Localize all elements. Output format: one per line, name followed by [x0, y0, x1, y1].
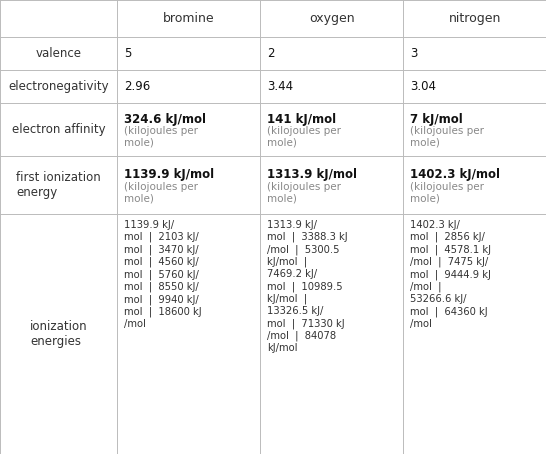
Text: 3: 3	[410, 47, 418, 60]
Text: first ionization
energy: first ionization energy	[16, 171, 101, 199]
Text: 1313.9 kJ/mol: 1313.9 kJ/mol	[267, 168, 357, 181]
Text: electron affinity: electron affinity	[12, 123, 105, 136]
Text: 2.96: 2.96	[124, 80, 150, 93]
Text: 1139.9 kJ/mol: 1139.9 kJ/mol	[124, 168, 214, 181]
Text: 2: 2	[267, 47, 275, 60]
Text: (kilojoules per
mole): (kilojoules per mole)	[124, 182, 198, 203]
Text: 1402.3 kJ/
mol  |  2856 kJ/
mol  |  4578.1 kJ
/mol  |  7475 kJ/
mol  |  9444.9 k: 1402.3 kJ/ mol | 2856 kJ/ mol | 4578.1 k…	[410, 220, 491, 329]
Text: 3.44: 3.44	[267, 80, 293, 93]
Text: valence: valence	[35, 47, 82, 60]
Text: ionization
energies: ionization energies	[30, 320, 87, 348]
Text: 1402.3 kJ/mol: 1402.3 kJ/mol	[410, 168, 500, 181]
Text: 324.6 kJ/mol: 324.6 kJ/mol	[124, 113, 206, 126]
Text: (kilojoules per
mole): (kilojoules per mole)	[267, 182, 341, 203]
Text: (kilojoules per
mole): (kilojoules per mole)	[410, 126, 484, 147]
Text: 141 kJ/mol: 141 kJ/mol	[267, 113, 336, 126]
Text: 3.04: 3.04	[410, 80, 436, 93]
Text: 7 kJ/mol: 7 kJ/mol	[410, 113, 463, 126]
Text: (kilojoules per
mole): (kilojoules per mole)	[410, 182, 484, 203]
Text: oxygen: oxygen	[309, 12, 355, 25]
Text: 1313.9 kJ/
mol  |  3388.3 kJ
/mol  |  5300.5
kJ/mol  |
7469.2 kJ/
mol  |  10989.: 1313.9 kJ/ mol | 3388.3 kJ /mol | 5300.5…	[267, 220, 348, 353]
Text: 1139.9 kJ/
mol  |  2103 kJ/
mol  |  3470 kJ/
mol  |  4560 kJ/
mol  |  5760 kJ/
m: 1139.9 kJ/ mol | 2103 kJ/ mol | 3470 kJ/…	[124, 220, 201, 329]
Text: (kilojoules per
mole): (kilojoules per mole)	[267, 126, 341, 147]
Text: (kilojoules per
mole): (kilojoules per mole)	[124, 126, 198, 147]
Text: 5: 5	[124, 47, 132, 60]
Text: nitrogen: nitrogen	[449, 12, 501, 25]
Text: bromine: bromine	[163, 12, 215, 25]
Text: electronegativity: electronegativity	[8, 80, 109, 93]
